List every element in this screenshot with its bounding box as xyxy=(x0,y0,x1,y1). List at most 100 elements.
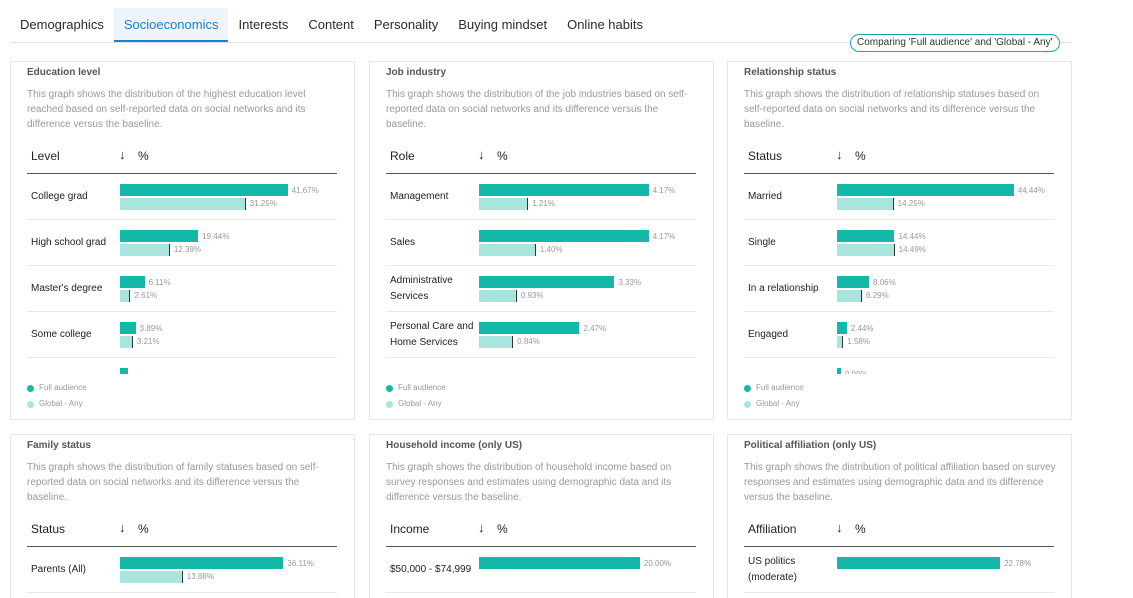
table-header: Affiliation ↓ % xyxy=(744,517,1054,547)
table-row[interactable]: Some college 3.89% 3.21% xyxy=(27,312,337,358)
table-row[interactable]: $50,000 - $74,999 20.00% xyxy=(386,547,696,593)
table-row[interactable]: Engaged 2.44% 1.58% xyxy=(744,312,1054,358)
bar-full-audience[interactable] xyxy=(120,322,136,334)
rows-list[interactable]: US politics (moderate) 22.78% xyxy=(744,547,1054,598)
bar-full-audience[interactable] xyxy=(120,368,129,374)
card-description: This graph shows the distribution of fam… xyxy=(27,462,319,503)
bar-full-audience[interactable] xyxy=(120,557,284,569)
table-header: Status ↓ % xyxy=(27,517,337,547)
bar-baseline[interactable] xyxy=(837,336,844,348)
tab-personality[interactable]: Personality xyxy=(373,17,439,32)
bar-baseline[interactable] xyxy=(120,244,170,256)
row-label: US politics (moderate) xyxy=(748,556,797,583)
bar-baseline-value: 1.40% xyxy=(539,245,563,254)
rows-list[interactable]: $50,000 - $74,999 20.00% xyxy=(386,547,696,598)
tab-socioeconomics[interactable]: Socioeconomics xyxy=(113,8,229,42)
bar-baseline[interactable] xyxy=(479,336,514,348)
table-row[interactable]: Personal Care and Home Services 2.47% 0.… xyxy=(386,312,696,358)
legend-label: Full audience xyxy=(39,383,87,392)
card-description: This graph shows the distribution of the… xyxy=(386,89,688,130)
bar-full-audience[interactable] xyxy=(479,184,649,196)
table-row[interactable] xyxy=(27,358,337,374)
bar-full-audience[interactable] xyxy=(479,230,649,242)
row-label: High school grad xyxy=(31,237,107,248)
card-description: This graph shows the distribution of the… xyxy=(27,89,306,130)
bar-baseline[interactable] xyxy=(837,290,863,302)
percent-header[interactable]: % xyxy=(855,149,866,163)
bar-full-audience[interactable] xyxy=(120,230,199,242)
tab-interests[interactable]: Interests xyxy=(238,17,289,32)
rows-list[interactable]: Parents (All) 36.11% 13.88% xyxy=(27,547,337,598)
table-row[interactable]: Parents (All) 36.11% 13.88% xyxy=(27,547,337,593)
bar-baseline-value: 6.29% xyxy=(866,291,889,300)
table-row[interactable]: Master's degree 6.11% 2.61% xyxy=(27,266,337,312)
bar-baseline-value: 31.25% xyxy=(249,199,277,208)
bar-full-audience[interactable] xyxy=(837,184,1014,196)
bar-baseline[interactable] xyxy=(120,290,131,302)
bar-baseline[interactable] xyxy=(120,571,183,583)
table-row[interactable]: Management 4.17% 1.21% xyxy=(386,174,696,220)
row-label: In a relationship xyxy=(748,283,819,294)
column-header: Income xyxy=(390,522,430,536)
tab-online-habits[interactable]: Online habits xyxy=(567,17,643,32)
percent-header[interactable]: % xyxy=(497,522,508,536)
sort-down-arrow-icon[interactable]: ↓ xyxy=(478,520,485,535)
table-row[interactable]: US politics (moderate) 22.78% xyxy=(744,547,1054,593)
sort-down-arrow-icon[interactable]: ↓ xyxy=(119,520,126,535)
bar-full-value: 6.11% xyxy=(148,278,171,287)
bar-full-audience[interactable] xyxy=(479,557,640,569)
card-political-affiliation: Political affiliation (only US) This gra… xyxy=(727,434,1072,598)
bar-full-audience[interactable] xyxy=(120,276,145,288)
bar-full-audience[interactable] xyxy=(837,276,870,288)
table-row[interactable]: Married 44.44% 14.25% xyxy=(744,174,1054,220)
percent-header[interactable]: % xyxy=(497,149,508,163)
bar-baseline[interactable] xyxy=(479,244,536,256)
compare-badge[interactable]: Comparing 'Full audience' and 'Global - … xyxy=(850,34,1060,52)
table-row[interactable]: High school grad 19.44% 12.39% xyxy=(27,220,337,266)
rows-list[interactable]: Management 4.17% 1.21% Sales 4.17% 1.40%… xyxy=(386,174,696,374)
card-title: Family status xyxy=(27,440,91,451)
table-row[interactable]: In a relationship 8.06% 6.29% xyxy=(744,266,1054,312)
bar-baseline[interactable] xyxy=(120,198,246,210)
bar-full-value: 36.11% xyxy=(287,559,314,568)
column-header: Status xyxy=(31,522,66,536)
sort-down-arrow-icon[interactable]: ↓ xyxy=(836,520,843,535)
bar-baseline[interactable] xyxy=(837,244,895,256)
bar-full-audience[interactable] xyxy=(837,368,841,374)
bar-full-audience[interactable] xyxy=(120,184,288,196)
table-row[interactable]: Single 14.44% 14.49% xyxy=(744,220,1054,266)
table-row[interactable]: 0.99% xyxy=(744,358,1054,374)
legend-dot-icon xyxy=(27,401,34,408)
table-row[interactable]: College grad 41.67% 31.25% xyxy=(27,174,337,220)
percent-header[interactable]: % xyxy=(138,522,149,536)
table-row[interactable]: Administrative Services 3.33% 0.93% xyxy=(386,266,696,312)
percent-header[interactable]: % xyxy=(855,522,866,536)
card-title: Political affiliation (only US) xyxy=(744,440,877,451)
bar-full-audience[interactable] xyxy=(837,557,1001,569)
rows-list[interactable]: College grad 41.67% 31.25% High school g… xyxy=(27,174,337,374)
sort-down-arrow-icon[interactable]: ↓ xyxy=(119,147,126,162)
percent-header[interactable]: % xyxy=(138,149,149,163)
bar-baseline[interactable] xyxy=(479,198,529,210)
sort-down-arrow-icon[interactable]: ↓ xyxy=(836,147,843,162)
legend-label: Global - Any xyxy=(756,399,800,408)
bar-full-audience[interactable] xyxy=(479,322,580,334)
tab-content[interactable]: Content xyxy=(308,17,354,32)
legend-dot-icon xyxy=(744,401,751,408)
sort-down-arrow-icon[interactable]: ↓ xyxy=(478,147,485,162)
rows-list[interactable]: Married 44.44% 14.25% Single 14.44% 14.4… xyxy=(744,174,1054,374)
table-row[interactable]: Sales 4.17% 1.40% xyxy=(386,220,696,266)
bar-baseline-value: 3.21% xyxy=(136,337,160,346)
bar-full-audience[interactable] xyxy=(837,230,895,242)
bar-full-value: 0.99% xyxy=(845,370,868,374)
tab-buying-mindset[interactable]: Buying mindset xyxy=(458,17,548,32)
bar-baseline[interactable] xyxy=(837,198,894,210)
bar-full-audience[interactable] xyxy=(479,276,615,288)
legend-item-baseline: Global - Any xyxy=(27,396,227,412)
card-title: Relationship status xyxy=(744,67,837,78)
legend-label: Global - Any xyxy=(398,399,442,408)
bar-full-audience[interactable] xyxy=(837,322,847,334)
bar-baseline[interactable] xyxy=(120,336,133,348)
tab-demographics[interactable]: Demographics xyxy=(20,17,104,32)
bar-baseline[interactable] xyxy=(479,290,517,302)
